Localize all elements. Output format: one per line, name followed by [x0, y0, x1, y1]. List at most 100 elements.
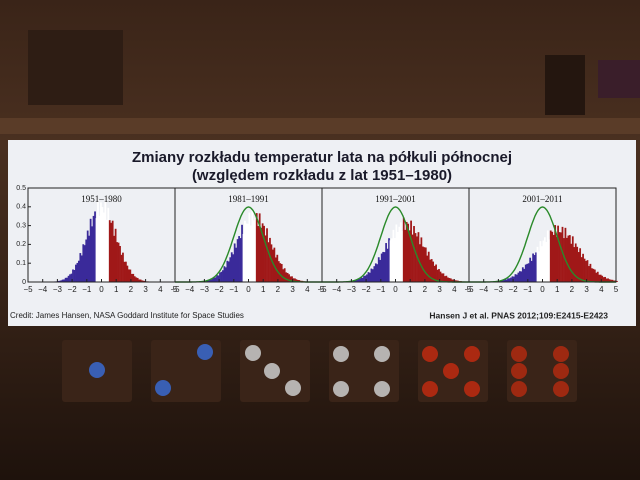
histogram-bar [255, 213, 258, 282]
histogram-bar [369, 272, 371, 282]
histogram-bar [232, 254, 235, 282]
light [553, 346, 569, 362]
histogram-bar [402, 217, 405, 282]
histogram-bar [280, 264, 283, 282]
light [422, 346, 438, 362]
histogram-bar [561, 226, 564, 282]
y-tick-label: 0 [22, 279, 26, 286]
histogram-bar [358, 278, 361, 282]
histogram-bar [92, 215, 95, 282]
histogram-bar [392, 229, 395, 282]
histogram-bar [411, 234, 414, 282]
histogram-bar [88, 235, 91, 282]
x-tick-label: 1 [408, 285, 413, 294]
histogram-bar [383, 252, 386, 282]
histogram-bar [114, 228, 117, 282]
histogram-bar [610, 279, 612, 282]
histogram-bar [227, 261, 230, 282]
x-tick-label: −2 [362, 285, 372, 294]
histogram-bar [80, 255, 83, 282]
histogram-bar [414, 233, 417, 282]
histogram-bar [367, 272, 370, 282]
light [333, 381, 349, 397]
histogram-bar [354, 280, 357, 282]
histogram-bar [126, 265, 129, 282]
histogram-bar [252, 220, 255, 282]
histogram-bar [449, 278, 452, 282]
histogram-bar [588, 266, 590, 282]
histogram-bar [421, 246, 424, 282]
histogram-bar [386, 248, 389, 282]
histogram-bar [107, 207, 110, 282]
histogram-bar [263, 225, 265, 282]
histogram-bar [139, 279, 142, 282]
histogram-bar [57, 280, 60, 282]
histogram-bar [282, 269, 285, 282]
light [553, 381, 569, 397]
histogram-bar [433, 265, 436, 282]
histogram-bar [552, 234, 555, 282]
histogram-bar [510, 277, 512, 282]
histogram-bar [444, 276, 446, 282]
histogram-bar [442, 273, 445, 282]
histogram-bar [518, 271, 521, 282]
histogram-bar [208, 279, 211, 282]
histogram-bar [516, 274, 518, 282]
histogram-bar [76, 262, 79, 282]
x-tick-label: 2 [423, 285, 428, 294]
histogram-bar [117, 242, 120, 282]
x-tick-label: −1 [229, 285, 239, 294]
x-tick-label: −4 [38, 285, 48, 294]
histogram-bar [360, 277, 362, 282]
histogram-bar [542, 240, 545, 282]
histogram-bar [396, 231, 399, 282]
histogram-bar [63, 279, 66, 282]
histogram-bar [211, 278, 214, 282]
histogram-bar [105, 219, 108, 282]
histogram-bar [385, 243, 387, 282]
histogram-bar [276, 254, 279, 282]
histogram-bar [248, 212, 251, 282]
histogram-bar [546, 230, 549, 282]
x-tick-label: −2 [215, 285, 225, 294]
wall-box [545, 55, 585, 115]
histogram-bar [530, 260, 533, 282]
histogram-bar [521, 267, 524, 282]
x-tick-label: 3 [437, 285, 442, 294]
histogram-bar [593, 269, 596, 282]
histogram-bar [511, 276, 514, 282]
histogram-bar [505, 279, 508, 282]
y-tick-label: 0.5 [16, 185, 26, 192]
histogram-bar [357, 279, 360, 282]
histogram-bar [258, 213, 261, 282]
histogram-bar [452, 279, 455, 282]
wall-screen [598, 60, 640, 98]
x-tick-label: −1 [376, 285, 386, 294]
histogram-bar [236, 239, 239, 282]
histogram-bar [254, 217, 257, 282]
histogram-bar [361, 277, 364, 282]
x-tick-label: 1 [261, 285, 266, 294]
x-tick-label: −3 [53, 285, 63, 294]
histogram-bar [501, 280, 504, 282]
histogram-bar [370, 268, 373, 282]
histogram-bar [592, 268, 595, 282]
histogram-bar [220, 271, 223, 282]
histogram-bar [101, 207, 104, 282]
x-tick-label: −1 [523, 285, 533, 294]
histogram-bar [563, 238, 565, 282]
histogram-bar [229, 257, 232, 282]
histogram-bar [583, 258, 586, 282]
histogram-bar [142, 280, 145, 282]
histogram-bar [527, 263, 530, 282]
histogram-bar [242, 233, 245, 282]
light [443, 363, 459, 379]
y-tick-label: 0.3 [16, 222, 26, 229]
histogram-bar [60, 280, 63, 282]
light [245, 345, 261, 361]
histogram-bar [108, 220, 111, 282]
histogram-bar [423, 247, 426, 282]
histogram-bar [417, 232, 420, 282]
histogram-bar [58, 280, 61, 282]
histogram-bar [602, 277, 605, 282]
